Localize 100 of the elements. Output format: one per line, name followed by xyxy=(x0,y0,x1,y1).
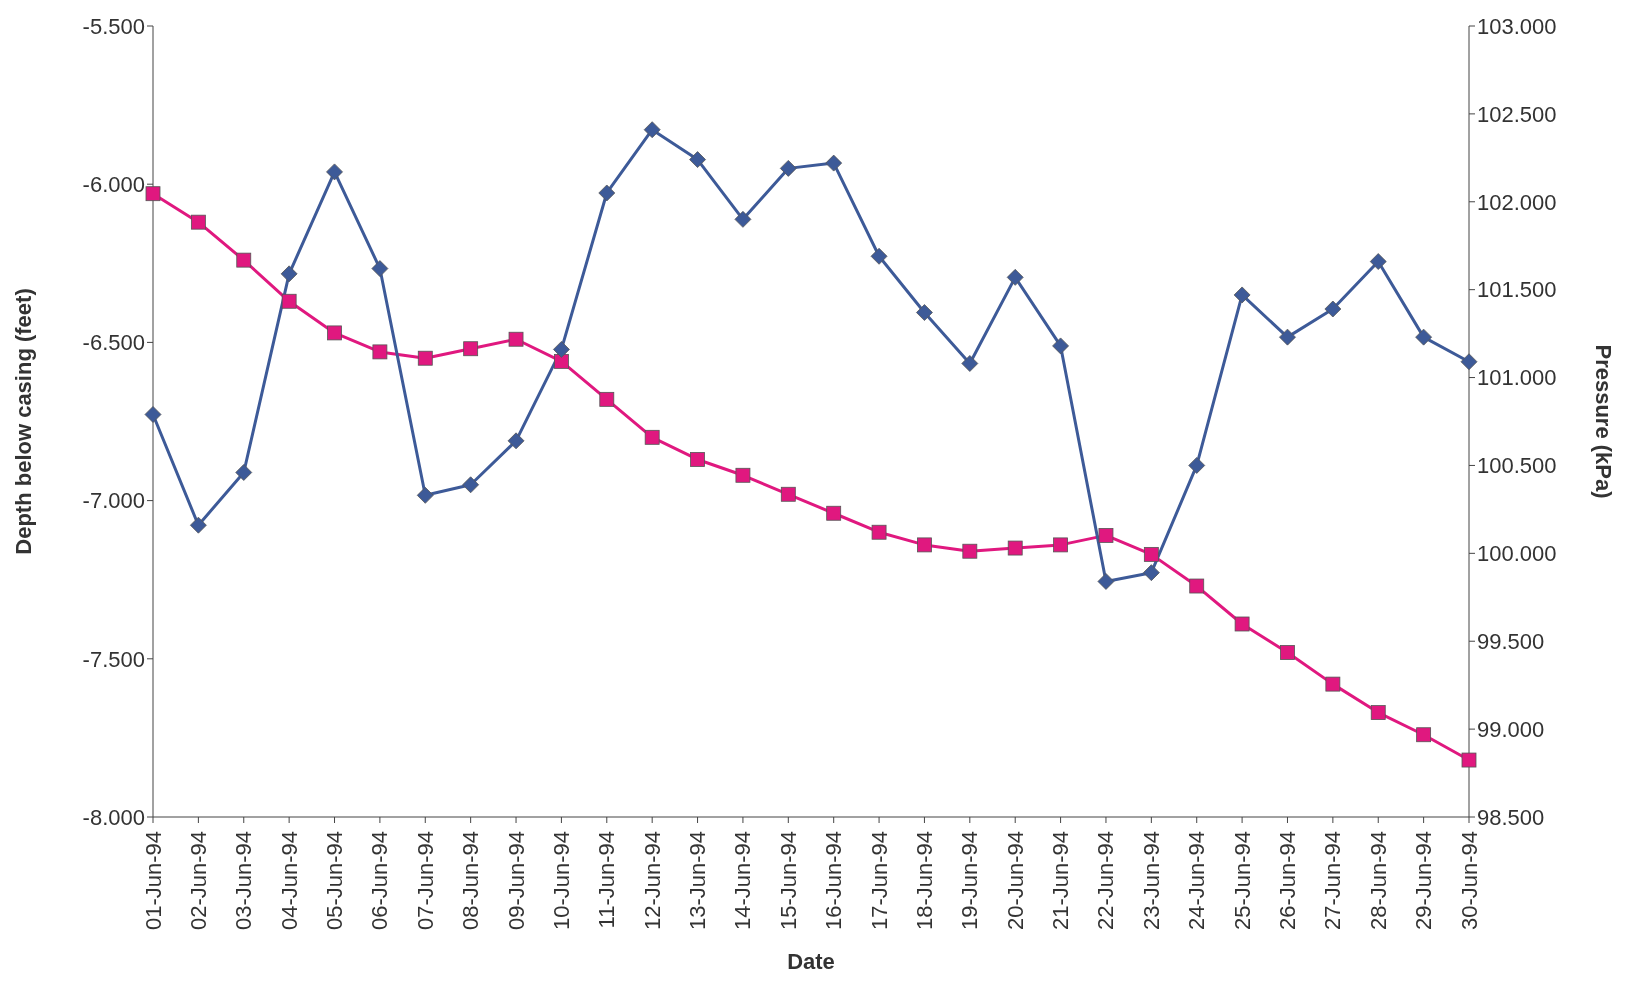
point xyxy=(326,163,343,181)
y-tick-label: -6.500 xyxy=(82,330,145,356)
y2-tick-label: 101.000 xyxy=(1477,365,1557,391)
x-tick-label: 08-Jun-94 xyxy=(458,831,484,931)
point xyxy=(508,331,524,347)
x-tick-label: 19-Jun-94 xyxy=(957,831,983,931)
point xyxy=(1279,328,1296,346)
x-tick-label: 11-Jun-94 xyxy=(594,831,620,929)
point xyxy=(962,543,978,559)
y2-tick-label: 103.000 xyxy=(1477,13,1557,39)
point xyxy=(961,355,979,372)
x-tick-label: 29-Jun-94 xyxy=(1411,831,1437,931)
x-tick-label: 27-Jun-94 xyxy=(1320,831,1346,931)
x-tick-label: 15-Jun-94 xyxy=(775,831,801,931)
x-tick-label: 24-Jun-94 xyxy=(1184,831,1210,931)
point xyxy=(372,344,388,360)
x-tick-label: 14-Jun-94 xyxy=(730,831,756,931)
point xyxy=(1369,253,1387,270)
point xyxy=(327,325,342,341)
point xyxy=(1143,546,1159,562)
point xyxy=(190,214,206,230)
y2-tick-label: 100.000 xyxy=(1477,541,1557,567)
point xyxy=(599,391,615,407)
point xyxy=(1461,752,1477,768)
y2-tick-label: 99.000 xyxy=(1477,716,1545,742)
point xyxy=(145,186,161,202)
point xyxy=(416,486,434,504)
point xyxy=(1189,578,1205,594)
x-tick-label: 10-Jun-94 xyxy=(548,831,574,931)
point xyxy=(916,304,933,321)
x-tick-label: 07-Jun-94 xyxy=(412,831,438,931)
point xyxy=(1234,616,1250,632)
point xyxy=(417,350,433,366)
point xyxy=(1324,300,1342,318)
point xyxy=(281,293,297,309)
y2-tick-label: 101.500 xyxy=(1477,277,1557,303)
point xyxy=(780,486,796,502)
x-tick-label: 17-Jun-94 xyxy=(866,831,892,931)
point xyxy=(779,159,797,177)
y2-tick-label: 98.500 xyxy=(1477,804,1545,830)
point xyxy=(462,476,480,494)
x-tick-label: 20-Jun-94 xyxy=(1002,831,1028,931)
point xyxy=(371,260,389,277)
point xyxy=(1370,705,1386,720)
x-tick-label: 16-Jun-94 xyxy=(821,831,847,931)
point xyxy=(463,341,479,357)
point xyxy=(507,432,525,450)
point xyxy=(644,429,660,445)
x-tick-label: 23-Jun-94 xyxy=(1138,831,1164,931)
point xyxy=(1007,540,1023,556)
point xyxy=(1052,337,1069,355)
x-tick-label: 04-Jun-94 xyxy=(276,831,302,931)
x-tick-label: 09-Jun-94 xyxy=(503,831,529,931)
point xyxy=(554,353,569,369)
x-tick-label: 02-Jun-94 xyxy=(185,831,211,931)
point xyxy=(189,516,207,534)
point xyxy=(1325,676,1341,692)
x-tick-label: 18-Jun-94 xyxy=(911,831,937,931)
x-tick-label: 05-Jun-94 xyxy=(322,831,348,931)
x-tick-label: 28-Jun-94 xyxy=(1365,831,1391,931)
point xyxy=(144,406,162,423)
y2-tick-label: 99.500 xyxy=(1477,629,1545,655)
point xyxy=(280,265,298,283)
y2-tick-label: 102.000 xyxy=(1477,189,1557,215)
point xyxy=(553,341,570,358)
point xyxy=(1006,268,1024,286)
y-tick-label: -6.000 xyxy=(82,172,145,198)
x-tick-label: 21-Jun-94 xyxy=(1048,831,1074,931)
y2-tick-label: 102.500 xyxy=(1477,101,1557,127)
point xyxy=(689,151,706,168)
y-tick-label: -7.000 xyxy=(82,488,145,514)
y-tick-label: -8.000 xyxy=(82,804,145,830)
point xyxy=(643,121,661,139)
point xyxy=(598,184,616,202)
point xyxy=(735,467,751,483)
point xyxy=(235,464,253,481)
point xyxy=(1142,564,1160,582)
x-tick-label: 01-Jun-94 xyxy=(140,831,166,931)
point xyxy=(1415,328,1433,346)
point xyxy=(1460,353,1478,371)
point xyxy=(1098,528,1114,543)
x-tick-label: 12-Jun-94 xyxy=(639,831,665,931)
point xyxy=(1233,286,1251,304)
point xyxy=(826,505,842,521)
y-tick-label: -7.500 xyxy=(82,646,145,672)
x-tick-label: 03-Jun-94 xyxy=(231,831,257,931)
x-axis-title: Date xyxy=(787,949,835,974)
point xyxy=(1416,727,1432,743)
point xyxy=(1097,573,1115,590)
x-tick-label: 25-Jun-94 xyxy=(1229,831,1255,931)
y-tick-label: -5.500 xyxy=(82,13,145,39)
x-tick-label: 26-Jun-94 xyxy=(1274,831,1300,931)
point xyxy=(870,247,888,265)
point xyxy=(734,210,752,228)
point xyxy=(917,537,932,553)
point xyxy=(236,252,252,268)
y-axis-title: Depth below casing (feet) xyxy=(10,288,36,555)
x-tick-label: 22-Jun-94 xyxy=(1093,831,1119,931)
y2-tick-label: 100.500 xyxy=(1477,453,1557,479)
x-tick-label: 30-Jun-94 xyxy=(1456,831,1482,931)
